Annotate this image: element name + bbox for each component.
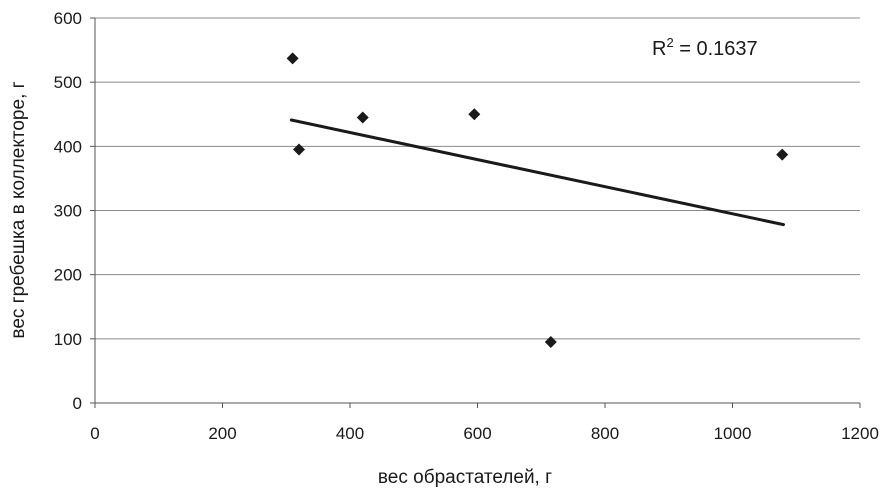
r-squared-exponent: 2 (666, 35, 673, 50)
labels-layer: 0 100 200 300 400 500 600 0 200 400 600 800 1000 1200 (54, 9, 879, 443)
data-point (544, 336, 557, 349)
trendline-layer (289, 118, 785, 227)
x-tick-label: 800 (591, 424, 619, 443)
r-squared-value: = 0.1637 (674, 38, 758, 60)
x-tick-label: 1000 (714, 424, 752, 443)
data-point (468, 108, 481, 121)
y-tick-label: 0 (73, 394, 82, 413)
data-point (356, 111, 369, 124)
x-tick-label: 200 (208, 424, 236, 443)
x-axis-title: вес обрастателей, г (378, 467, 552, 488)
y-tick-label: 200 (54, 266, 82, 285)
x-tick-label: 0 (90, 424, 99, 443)
r-squared-annotation: R2 = 0.1637 (652, 35, 758, 60)
y-axis-title: вес гребешка в коллекторе, г (8, 81, 29, 338)
y-tick-label: 400 (54, 137, 82, 156)
grid-layer (95, 17, 860, 340)
y-tick-label: 500 (54, 73, 82, 92)
data-point (286, 52, 299, 65)
data-point (776, 148, 789, 161)
x-tick-label: 600 (463, 424, 491, 443)
x-tick-label: 1200 (841, 424, 879, 443)
y-tick-label: 300 (54, 202, 82, 221)
y-tick-label: 600 (54, 9, 82, 28)
r-squared-base: R (652, 38, 666, 60)
axis-layer (90, 17, 861, 408)
trendline (289, 118, 785, 227)
x-tick-label: 400 (336, 424, 364, 443)
data-point (293, 143, 305, 156)
points-layer (286, 52, 789, 349)
y-tick-label: 100 (54, 330, 82, 349)
